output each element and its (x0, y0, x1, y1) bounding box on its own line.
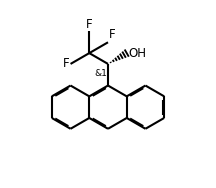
Text: OH: OH (128, 47, 146, 60)
Text: &1: &1 (94, 69, 107, 78)
Text: F: F (86, 17, 93, 30)
Text: F: F (63, 57, 69, 70)
Text: F: F (109, 28, 116, 41)
